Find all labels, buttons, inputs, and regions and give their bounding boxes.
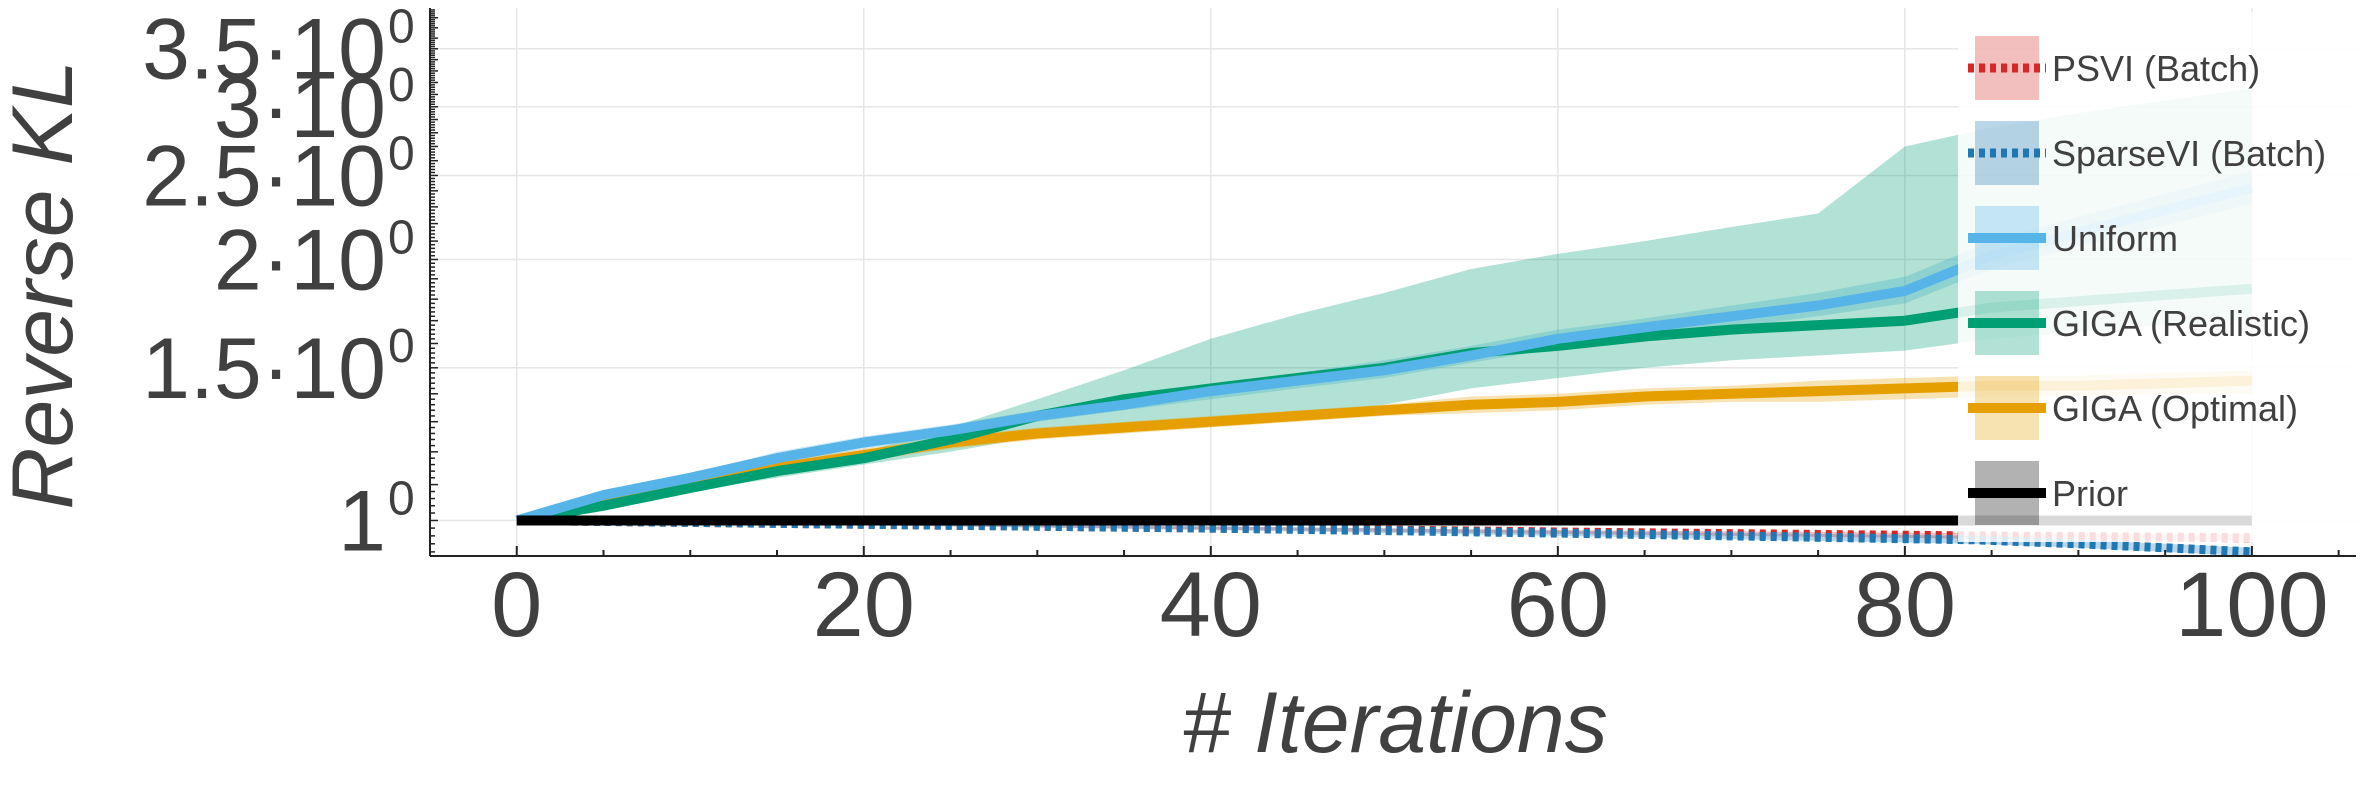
legend-label: Prior bbox=[2052, 473, 2128, 514]
legend-label: SparseVI (Batch) bbox=[2052, 133, 2326, 174]
y-tick-exponent: 0 bbox=[388, 59, 415, 112]
x-tick-label: 80 bbox=[1854, 554, 1956, 656]
y-axis-label: Reverse KL bbox=[0, 60, 91, 509]
legend-label: Uniform bbox=[2052, 218, 2178, 259]
legend-label: GIGA (Realistic) bbox=[2052, 303, 2310, 344]
x-tick-label: 0 bbox=[491, 554, 542, 656]
y-tick-exponent: 0 bbox=[388, 1, 415, 54]
y-tick-label: 1.5·10 bbox=[142, 321, 386, 417]
legend-label: GIGA (Optimal) bbox=[2052, 388, 2298, 429]
y-tick-label: 2·10 bbox=[214, 212, 386, 308]
x-tick-label: 60 bbox=[1507, 554, 1609, 656]
y-tick-exponent: 0 bbox=[388, 472, 415, 525]
x-tick-label: 40 bbox=[1160, 554, 1262, 656]
y-tick-label: 3·10 bbox=[214, 60, 386, 156]
legend: PSVI (Batch) SparseVI (Batch) Uniform GIGA … bbox=[1958, 12, 2356, 542]
legend-box bbox=[1958, 12, 2356, 542]
y-tick-label: 2.5·10 bbox=[142, 128, 386, 224]
series-band-3 bbox=[516, 88, 2252, 521]
y-tick-label: 1 bbox=[338, 473, 386, 569]
x-tick-label: 20 bbox=[813, 554, 915, 656]
x-tick-label: 100 bbox=[2175, 554, 2329, 656]
y-tick-exponent: 0 bbox=[388, 127, 415, 180]
y-tick-label: 3.5·10 bbox=[142, 2, 386, 98]
x-axis-label: # Iterations bbox=[1182, 675, 1607, 771]
axes bbox=[429, 8, 2356, 557]
y-tick-exponent: 0 bbox=[388, 320, 415, 373]
y-tick-exponent: 0 bbox=[388, 211, 415, 264]
legend-label: PSVI (Batch) bbox=[2052, 48, 2260, 89]
